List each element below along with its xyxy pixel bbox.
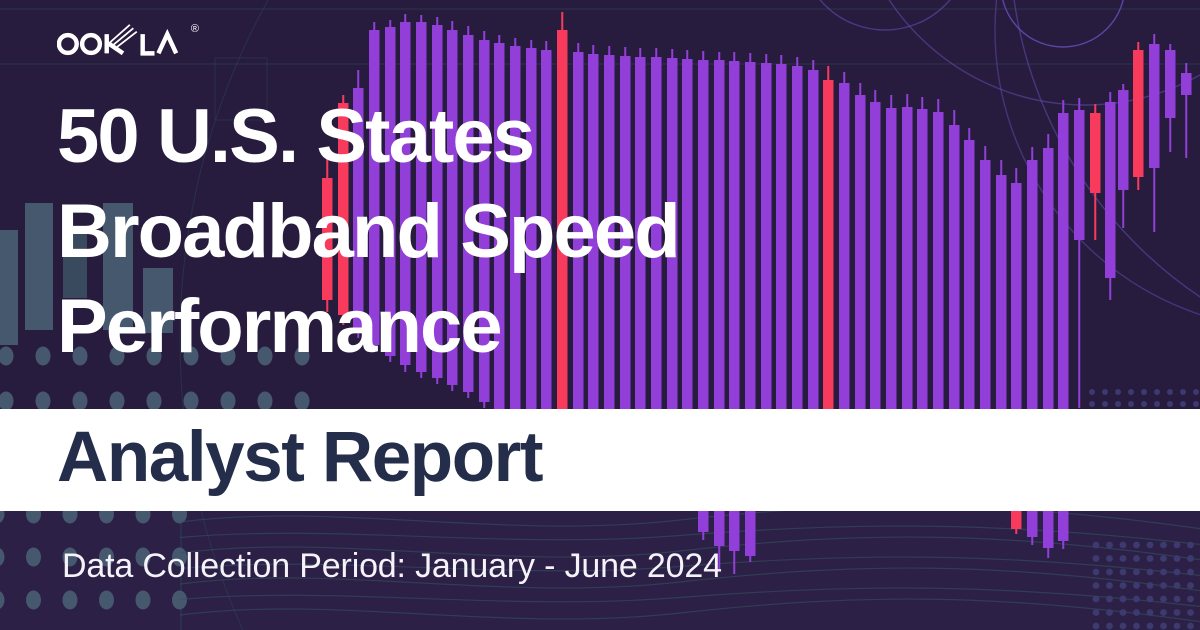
report-type-label: Analyst Report [57,417,544,497]
registered-trademark: ® [190,23,199,35]
title-line-2: Broadband Speed [57,189,681,274]
page-title: 50 U.S. States Broadband Speed Performan… [57,89,681,374]
ookla-logo: ® [56,22,199,68]
title-line-1: 50 U.S. States [57,94,535,179]
white-band: Analyst Report [0,409,1200,511]
data-period-label: Data Collection Period: January - June 2… [62,547,722,585]
title-line-3: Performance [57,284,503,369]
ookla-wordmark-icon [56,24,179,56]
